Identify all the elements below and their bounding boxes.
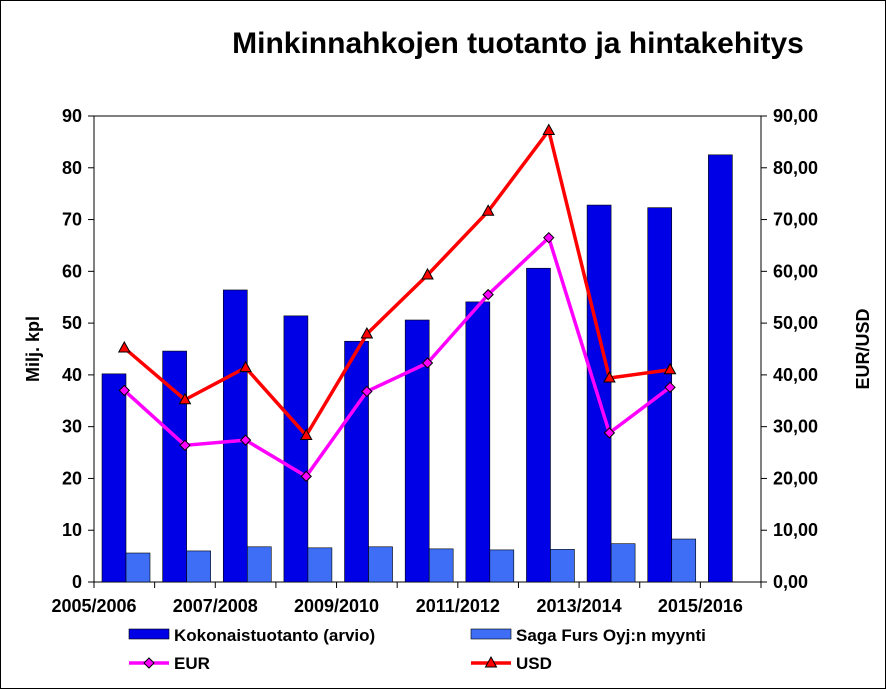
y2-tick-label: 50,00 (773, 313, 818, 333)
bar-saga-furs-oyj-n-myynti (550, 549, 575, 583)
point-usd (542, 123, 556, 135)
bar-kokonaistuotanto-arvio (526, 267, 551, 583)
y2-tick-label: 20,00 (773, 468, 818, 488)
point-usd (239, 360, 252, 373)
y-tick-label: 20 (62, 468, 82, 488)
y2-tick-label: 60,00 (773, 261, 818, 281)
y2-tick-label: 10,00 (773, 520, 818, 540)
legend: Kokonaistuotanto (arvio) Saga Furs Oyj:n … (128, 626, 706, 673)
y2-tick-label: 40,00 (773, 365, 818, 385)
y2-tick-label: 70,00 (773, 210, 818, 230)
bar-saga-furs-oyj-n-myynti (428, 548, 454, 583)
point-eur (482, 288, 494, 301)
point-usd (178, 392, 192, 405)
bar-saga-furs-oyj-n-myynti (610, 543, 636, 583)
point-eur (118, 384, 131, 397)
x-tick-label: 2013/2014 (537, 596, 622, 616)
y-tick-label: 70 (62, 210, 82, 230)
y-axis-label: Milj. kpl (23, 316, 43, 382)
point-usd (481, 204, 495, 216)
bar-kokonaistuotanto-arvio (586, 204, 612, 583)
bar-kokonaistuotanto-arvio (283, 315, 309, 583)
legend-swatch (470, 628, 512, 640)
bar-kokonaistuotanto-arvio (101, 373, 127, 583)
bar-saga-furs-oyj-n-myynti (246, 546, 272, 583)
x-tick-label: 2015/2016 (658, 596, 743, 616)
point-eur (300, 470, 312, 483)
legend-label: EUR (174, 654, 210, 673)
bar-saga-furs-oyj-n-myynti (671, 538, 697, 583)
point-eur (603, 427, 616, 439)
line-usd (123, 128, 671, 438)
plot-area: 0 10 20 30 40 50 60 70 80 90 0,00 10,00 20,00 30,00 40… (51, 106, 818, 616)
point-eur (361, 385, 373, 398)
bar-kokonaistuotanto-arvio (222, 289, 248, 583)
line-eur (123, 235, 672, 479)
y2-tick-label: 30,00 (773, 417, 818, 437)
point-eur (543, 231, 555, 244)
point-eur (179, 439, 191, 452)
point-usd (663, 362, 677, 375)
y2-tick-label: 90,00 (773, 106, 818, 126)
point-eur (421, 357, 434, 369)
y-tick-label: 10 (62, 520, 82, 540)
x-tick-label: 2005/2006 (51, 596, 136, 616)
y2-tick-label: 80,00 (773, 158, 818, 178)
legend-label: Saga Furs Oyj:n myynti (516, 626, 706, 645)
bar-kokonaistuotanto-arvio (465, 301, 491, 583)
bar-saga-furs-oyj-n-myynti (125, 552, 151, 583)
bar-saga-furs-oyj-n-myynti (307, 547, 333, 583)
legend-label: Kokonaistuotanto (arvio) (174, 626, 375, 645)
y-tick-label: 90 (62, 106, 82, 126)
y-tick-label: 50 (62, 313, 82, 333)
bar-kokonaistuotanto-arvio (344, 340, 369, 583)
chart-title: Minkinnahkojen tuotanto ja hintakehitys (232, 27, 804, 60)
y2-axis-label: EUR/USD (853, 308, 873, 389)
point-eur (664, 381, 676, 394)
bar-saga-furs-oyj-n-myynti (368, 546, 393, 583)
bar-saga-furs-oyj-n-myynti (186, 550, 211, 583)
legend-swatch (128, 628, 170, 640)
y-tick-label: 0 (72, 572, 82, 592)
point-usd (603, 370, 616, 383)
point-usd (117, 340, 131, 353)
y-tick-label: 40 (62, 365, 82, 385)
legend-marker (484, 655, 498, 668)
bar-saga-furs-oyj-n-myynti (489, 549, 515, 583)
point-usd (421, 267, 434, 280)
x-tick-label: 2007/2008 (173, 596, 258, 616)
y2-tick-label: 0,00 (773, 572, 808, 592)
legend-marker (143, 657, 155, 669)
legend-label: USD (516, 654, 552, 673)
point-eur (239, 434, 252, 446)
y-tick-label: 30 (62, 417, 82, 437)
x-tick-label: 2009/2010 (294, 596, 379, 616)
y-tick-label: 60 (62, 261, 82, 281)
point-usd (299, 428, 313, 440)
bar-kokonaistuotanto-arvio (708, 154, 733, 583)
x-tick-label: 2011/2012 (416, 596, 500, 616)
point-usd (360, 326, 374, 339)
y-tick-label: 80 (62, 158, 82, 178)
